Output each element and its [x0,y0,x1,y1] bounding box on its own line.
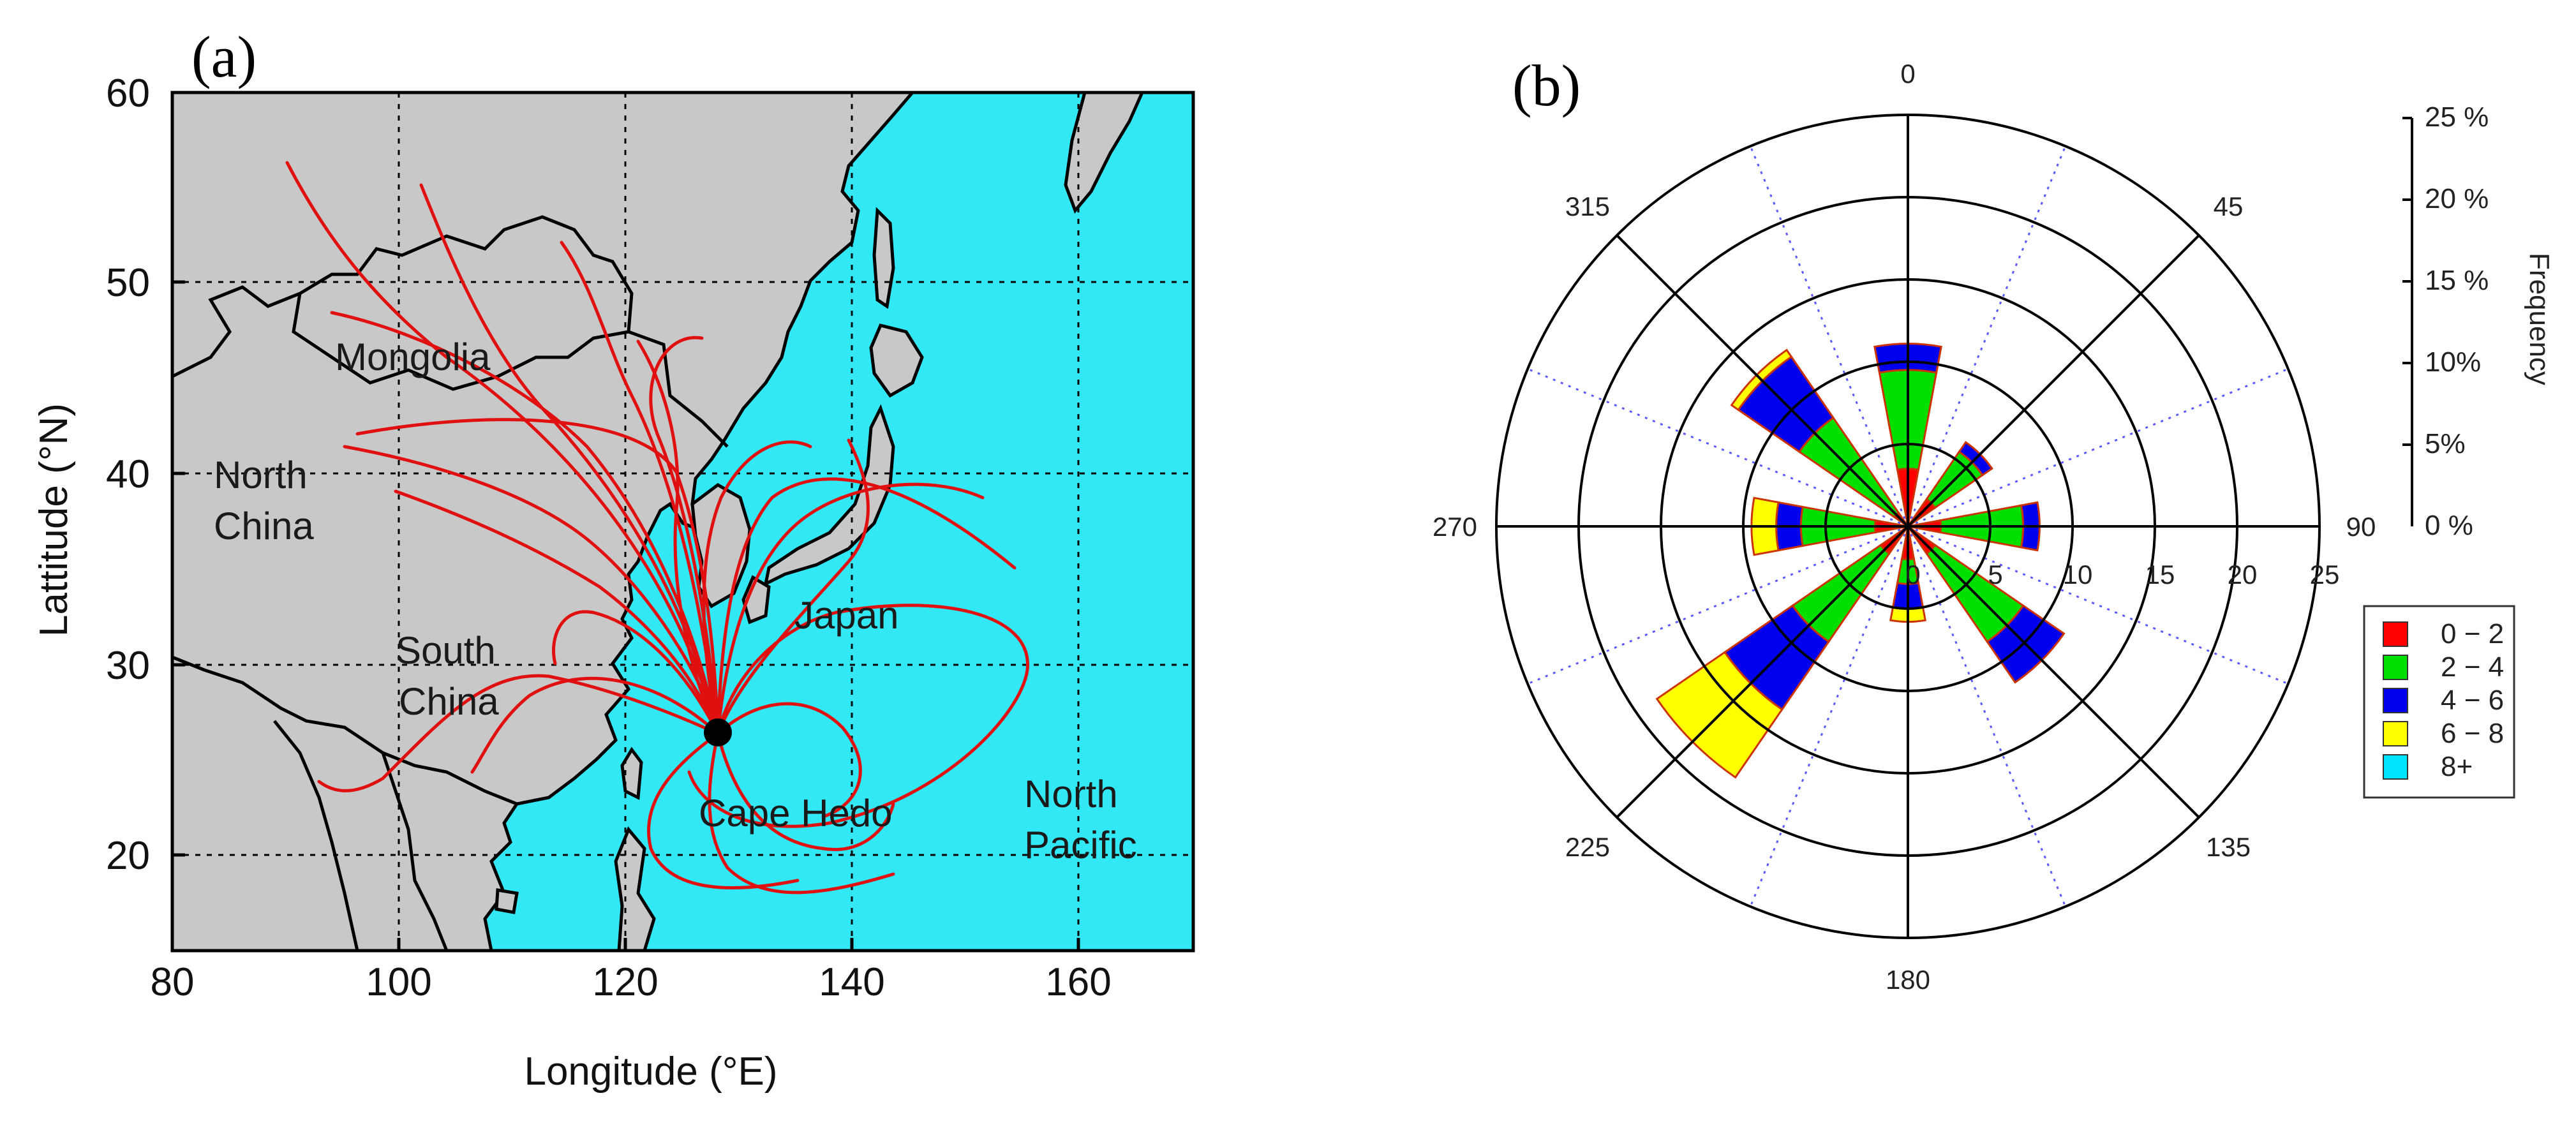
x-tick-label: 120 [592,960,658,1004]
legend-swatch [2383,655,2408,680]
legend-swatch [2383,621,2408,647]
region-label-south-china-2: China [399,680,499,723]
x-tick-label: 140 [819,960,884,1004]
freq-tick-label: 5% [2425,428,2466,459]
panel-b: (b) 0 45 90 135 180 225 270 315 0 5 10 15 20 25 0 % 5… [1433,53,2555,995]
land-taiwan [620,746,643,800]
region-label-japan: Japan [794,594,898,637]
site-marker-cape-hedo [704,718,732,746]
panel-a: (a) [32,24,1195,1094]
y-tick-label: 40 [106,452,150,496]
direction-label: 135 [2206,832,2251,862]
ring-label: 20 [2228,560,2258,590]
direction-label: 180 [1886,965,1930,995]
ring-label: 10 [2063,560,2093,590]
direction-label: 270 [1433,512,1477,542]
freq-tick-label: 0 % [2425,510,2473,541]
rose-minor-spoke [1907,526,2067,907]
freq-tick-label: 15 % [2425,265,2489,296]
legend-label: 8+ [2441,751,2473,782]
axis-ticks [170,91,1080,951]
land-hokkaido [869,323,924,398]
frequency-scale: 0 % 5% 10% 15 % 20 % 25 % Frequency [2402,101,2555,541]
ring-label: 5 [1988,560,2002,590]
rose-minor-spoke [1749,145,1909,527]
rose-major-spoke [1907,234,2200,528]
land-hainan [495,888,519,914]
ring-label: 25 [2310,560,2340,590]
wind-rose: 0 45 90 135 180 225 270 315 0 5 10 15 20 25 [1433,59,2376,995]
legend-swatch [2383,688,2408,713]
rose-major-spoke [1616,525,1909,819]
rose-minor-spoke [1907,145,2067,527]
y-tick-label: 50 [106,261,150,305]
legend-label: 6 − 8 [2441,718,2504,749]
ring-label: 0 [1905,560,1920,590]
region-label-cape-hedo: Cape Hedo [699,792,893,835]
legend-label: 4 − 6 [2441,685,2504,716]
region-label-north-pacific-1: North [1024,773,1118,815]
region-label-north-china-2: China [214,505,314,547]
y-tick-label: 60 [106,71,150,115]
gridlines [172,93,1193,951]
rose-minor-spoke [1749,526,1909,907]
rose-major-spoke [1907,525,2200,819]
freq-tick-label: 25 % [2425,101,2489,133]
land-sakhalin [872,207,895,309]
freq-tick-label: 20 % [2425,183,2489,214]
region-label-mongolia: Mongolia [335,336,491,378]
country-borders [172,215,729,951]
x-tick-label: 160 [1045,960,1111,1004]
legend-label: 0 − 2 [2441,618,2504,650]
land-kyushu [741,575,771,625]
panel-b-label: (b) [1512,53,1581,118]
legend-swatch [2383,721,2408,746]
frequency-axis-title: Frequency [2524,253,2555,385]
trajectories [285,161,1029,895]
region-label-south-china-1: South [396,629,496,672]
y-axis-title: Lattitude (°N) [32,403,76,637]
freq-tick-label: 10% [2425,346,2481,378]
direction-label: 315 [1565,191,1610,221]
y-tick-label: 20 [106,834,150,878]
legend: 0 − 22 − 44 − 66 − 88+ [2363,605,2515,799]
x-tick-label: 100 [366,960,431,1004]
x-tick-label: 80 [151,960,195,1004]
region-label-north-pacific-2: Pacific [1024,824,1137,866]
rose-minor-spoke [1907,525,2289,685]
rose-minor-spoke [1527,525,1909,685]
map-frame [170,91,1195,953]
legend-label: 2 − 4 [2441,651,2504,683]
x-axis-title: Longitude (°E) [524,1050,777,1094]
rose-major-spoke [1616,234,1909,528]
rose-minor-spoke [1527,367,1909,528]
direction-label: 0 [1900,59,1915,89]
land-kamchatka [1064,93,1144,214]
rose-minor-spoke [1907,367,2289,528]
region-label-north-china-1: North [214,454,308,496]
ring-label: 15 [2145,560,2175,590]
direction-label: 90 [2346,512,2376,542]
direction-label: 225 [1565,832,1610,862]
direction-label: 45 [2214,191,2244,221]
map-area: Mongolia North China South China Japan C… [172,93,1193,951]
panel-a-label: (a) [191,24,257,89]
y-tick-label: 30 [106,644,150,688]
legend-swatch [2383,754,2408,780]
